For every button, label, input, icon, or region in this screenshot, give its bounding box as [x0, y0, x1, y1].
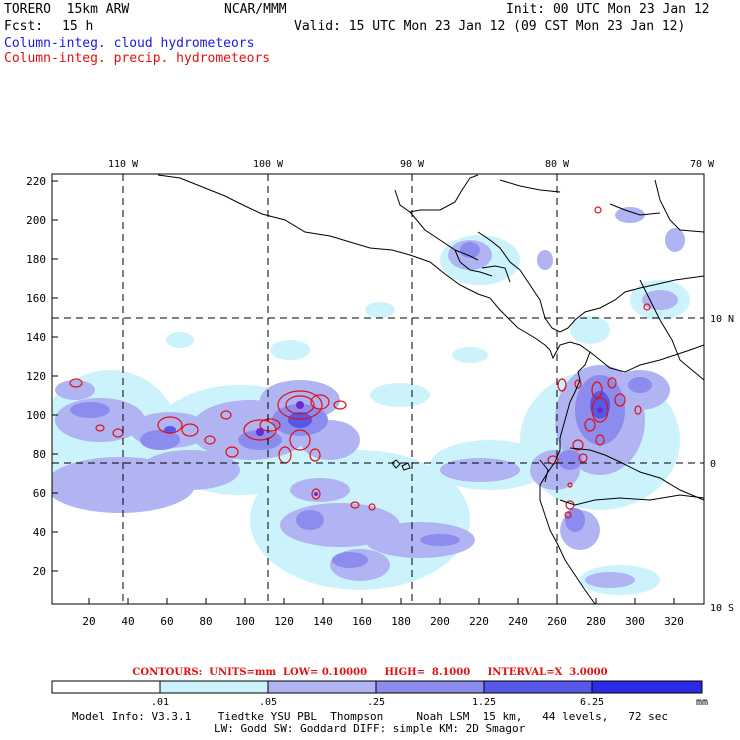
graticule — [52, 174, 704, 604]
x-tick: 40 — [121, 615, 134, 628]
x-tick: 160 — [352, 615, 372, 628]
lon-label-80w: 80 W — [545, 159, 570, 170]
y-tick: 160 — [26, 292, 46, 305]
colorbar-label: .25 — [366, 697, 386, 708]
axis-ticks — [52, 180, 675, 604]
lat-label-10s: 10 S — [710, 603, 734, 614]
precip-contours — [69, 206, 651, 519]
x-tick: 240 — [508, 615, 528, 628]
field-precip-title: Column-integ. precip. hydrometeors — [4, 51, 271, 66]
y-tick: 140 — [26, 331, 46, 344]
x-tick: 300 — [625, 615, 645, 628]
lat-label-0: 0 — [710, 459, 716, 470]
model-info: Model Info: V3.3.1 Tiedtke YSU PBL Thomp… — [72, 710, 669, 723]
lat-label-10n: 10 N — [710, 314, 734, 325]
valid-time: Valid: 15 UTC Mon 23 Jan 12 (09 CST Mon … — [294, 19, 686, 34]
colorbar-label: 1.25 — [471, 697, 497, 708]
lon-label-70w: 70 W — [690, 159, 715, 170]
colorbar-bin — [592, 681, 702, 693]
forecast-hour: 15 h — [62, 19, 94, 34]
coastlines — [157, 174, 704, 604]
model-name: TORERO 15km ARW — [4, 2, 130, 17]
colorbar-label: .05 — [258, 697, 278, 708]
colorbar-bin — [268, 681, 376, 693]
y-tick: 220 — [26, 175, 46, 188]
cloud-field — [52, 174, 704, 604]
y-tick: 180 — [26, 253, 46, 266]
colorbar-label: 6.25 — [579, 697, 605, 708]
y-tick: 200 — [26, 214, 46, 227]
x-tick: 140 — [313, 615, 333, 628]
y-tick: 80 — [33, 448, 46, 461]
y-tick: 120 — [26, 370, 46, 383]
contour-info: CONTOURS: UNITS=mm LOW= 0.10000 HIGH= 8.… — [132, 667, 608, 678]
init-time: Init: 00 UTC Mon 23 Jan 12 — [506, 2, 710, 17]
colorbar-bin — [376, 681, 484, 693]
x-tick: 200 — [430, 615, 450, 628]
field-cloud-title: Column-integ. cloud hydrometeors — [4, 36, 255, 51]
lon-label-100w: 100 W — [253, 159, 284, 170]
colorbar-bin — [52, 681, 160, 693]
physics-info: LW: Godd SW: Goddard DIFF: simple KM: 2D… — [214, 722, 526, 735]
map-frame — [51, 173, 705, 605]
y-tick: 100 — [26, 409, 46, 422]
organization: NCAR/MMM — [224, 2, 287, 17]
colorbar-bin — [484, 681, 592, 693]
x-tick: 20 — [82, 615, 95, 628]
lon-label-110w: 110 W — [108, 159, 139, 170]
y-tick: 60 — [33, 487, 46, 500]
y-tick: 20 — [33, 565, 46, 578]
forecast-label: Fcst: — [4, 19, 44, 34]
x-tick: 220 — [469, 615, 489, 628]
x-tick: 100 — [235, 615, 255, 628]
x-tick: 80 — [199, 615, 212, 628]
colorbar — [51, 680, 703, 694]
colorbar-label: .01 — [150, 697, 170, 708]
x-tick: 280 — [586, 615, 606, 628]
x-tick: 180 — [391, 615, 411, 628]
x-tick: 260 — [547, 615, 567, 628]
y-tick: 40 — [33, 526, 46, 539]
colorbar-bin — [160, 681, 268, 693]
colorbar-unit: mm — [695, 697, 709, 708]
x-tick: 120 — [274, 615, 294, 628]
lon-label-90w: 90 W — [400, 159, 425, 170]
x-tick: 320 — [664, 615, 684, 628]
x-tick: 60 — [160, 615, 173, 628]
